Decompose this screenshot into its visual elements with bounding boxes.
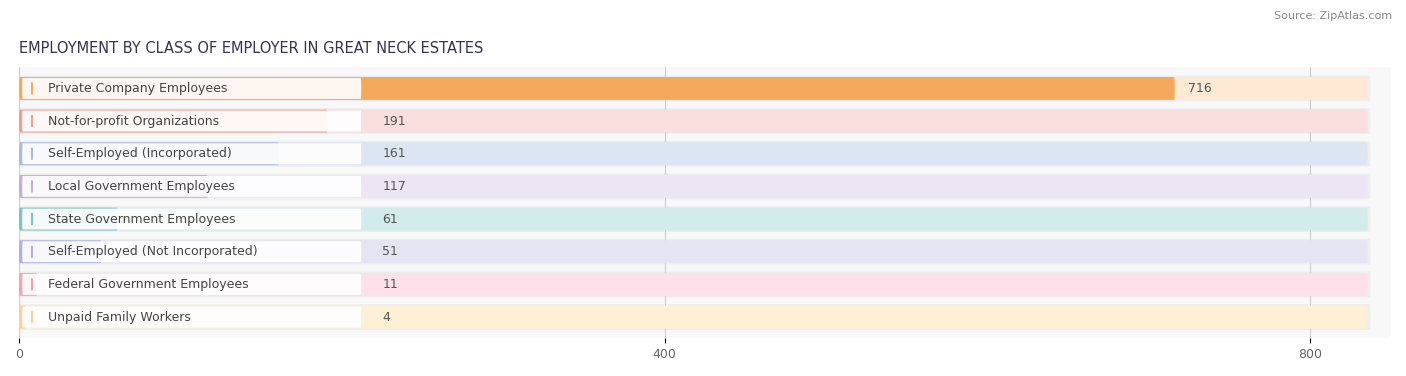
- FancyBboxPatch shape: [20, 143, 1368, 165]
- Text: Self-Employed (Not Incorporated): Self-Employed (Not Incorporated): [48, 245, 257, 258]
- FancyBboxPatch shape: [22, 274, 361, 295]
- FancyBboxPatch shape: [22, 143, 361, 164]
- FancyBboxPatch shape: [22, 111, 361, 132]
- Text: Local Government Employees: Local Government Employees: [48, 180, 235, 193]
- Text: Source: ZipAtlas.com: Source: ZipAtlas.com: [1274, 11, 1392, 21]
- FancyBboxPatch shape: [18, 304, 1371, 330]
- Text: State Government Employees: State Government Employees: [48, 212, 236, 226]
- Text: 191: 191: [382, 115, 406, 127]
- Text: 61: 61: [382, 212, 398, 226]
- FancyBboxPatch shape: [20, 77, 1368, 100]
- FancyBboxPatch shape: [18, 173, 1371, 199]
- Text: Private Company Employees: Private Company Employees: [48, 82, 228, 95]
- Text: Federal Government Employees: Federal Government Employees: [48, 278, 249, 291]
- FancyBboxPatch shape: [18, 239, 1371, 265]
- FancyBboxPatch shape: [20, 208, 1368, 230]
- Text: EMPLOYMENT BY CLASS OF EMPLOYER IN GREAT NECK ESTATES: EMPLOYMENT BY CLASS OF EMPLOYER IN GREAT…: [20, 41, 484, 56]
- FancyBboxPatch shape: [22, 241, 361, 262]
- FancyBboxPatch shape: [20, 77, 1175, 100]
- FancyBboxPatch shape: [20, 273, 1368, 296]
- Text: Not-for-profit Organizations: Not-for-profit Organizations: [48, 115, 219, 127]
- FancyBboxPatch shape: [20, 175, 1368, 198]
- Text: Self-Employed (Incorporated): Self-Employed (Incorporated): [48, 147, 232, 160]
- FancyBboxPatch shape: [18, 206, 1371, 232]
- FancyBboxPatch shape: [18, 271, 1371, 297]
- Text: Unpaid Family Workers: Unpaid Family Workers: [48, 311, 191, 324]
- Text: 51: 51: [382, 245, 398, 258]
- FancyBboxPatch shape: [18, 108, 1371, 134]
- Text: 11: 11: [382, 278, 398, 291]
- Text: 117: 117: [382, 180, 406, 193]
- FancyBboxPatch shape: [18, 76, 1371, 102]
- FancyBboxPatch shape: [20, 306, 25, 329]
- FancyBboxPatch shape: [22, 176, 361, 197]
- FancyBboxPatch shape: [20, 273, 37, 296]
- FancyBboxPatch shape: [20, 175, 208, 198]
- FancyBboxPatch shape: [20, 208, 118, 230]
- FancyBboxPatch shape: [20, 306, 1368, 329]
- FancyBboxPatch shape: [20, 240, 1368, 263]
- FancyBboxPatch shape: [22, 78, 361, 99]
- Text: 4: 4: [382, 311, 389, 324]
- FancyBboxPatch shape: [20, 110, 1368, 132]
- Text: 716: 716: [1188, 82, 1212, 95]
- FancyBboxPatch shape: [18, 141, 1371, 167]
- FancyBboxPatch shape: [22, 306, 361, 327]
- FancyBboxPatch shape: [20, 143, 278, 165]
- FancyBboxPatch shape: [20, 240, 101, 263]
- FancyBboxPatch shape: [22, 209, 361, 229]
- Text: 161: 161: [382, 147, 406, 160]
- FancyBboxPatch shape: [20, 110, 328, 132]
